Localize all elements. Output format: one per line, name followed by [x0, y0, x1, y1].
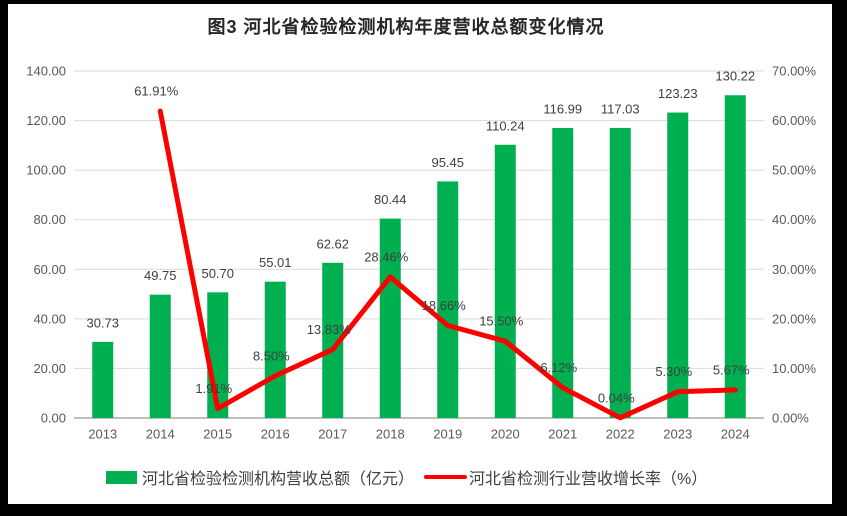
- line-data-label-2015: 1.91%: [195, 381, 232, 396]
- line-series-label: 河北省检测行业营收增长率（%）: [469, 471, 708, 488]
- left-axis-tick-label: 120.00: [26, 113, 66, 128]
- x-axis-label-2013: 2013: [88, 427, 117, 442]
- bar-data-label-2018: 80.44: [374, 192, 407, 207]
- right-axis-tick-label: 60.00%: [772, 113, 817, 128]
- bar-2018: [379, 218, 401, 418]
- line-data-label-2016: 8.50%: [253, 348, 290, 363]
- bar-data-label-2014: 49.75: [144, 268, 177, 283]
- x-axis-label-2018: 2018: [376, 427, 405, 442]
- left-axis-tick-label: 80.00: [33, 212, 66, 227]
- left-axis-tick-label: 140.00: [26, 64, 66, 79]
- bar-2017: [322, 262, 344, 418]
- left-axis-tick-label: 40.00: [33, 311, 66, 326]
- x-axis-label-2020: 2020: [491, 427, 520, 442]
- bar-2013: [92, 341, 114, 418]
- right-axis-tick-label: 40.00%: [772, 212, 817, 227]
- bar-2019: [437, 181, 459, 418]
- line-data-label-2014: 61.91%: [134, 84, 179, 99]
- x-axis-label-2016: 2016: [261, 427, 290, 442]
- legend-item-bar-series: 河北省检验检测机构营收总额（亿元）: [106, 465, 414, 489]
- line-data-label-2023: 5.30%: [655, 364, 692, 379]
- bar-series-label: 河北省检验检测机构营收总额（亿元）: [142, 471, 415, 488]
- x-axis-label-2014: 2014: [146, 427, 175, 442]
- right-axis-tick-label: 30.00%: [772, 262, 817, 277]
- x-axis-label-2017: 2017: [318, 427, 347, 442]
- right-axis-tick-label: 0.00%: [772, 411, 809, 426]
- right-axis-tick-label: 20.00%: [772, 311, 817, 326]
- chart-title: 图3 河北省检验检测机构年度营收总额变化情况: [207, 17, 605, 37]
- bar-2016: [264, 281, 286, 418]
- line-data-label-2017: 13.83%: [307, 322, 352, 337]
- x-axis-label-2024: 2024: [721, 427, 750, 442]
- line-series-swatch: [424, 475, 468, 479]
- x-axis-label-2023: 2023: [663, 427, 692, 442]
- bar-data-label-2020: 110.24: [486, 118, 525, 133]
- bar-2020: [494, 144, 516, 419]
- chart-legend: 河北省检验检测机构营收总额（亿元） 河北省检测行业营收增长率（%）: [106, 465, 707, 489]
- bar-2024: [724, 95, 746, 419]
- left-axis-tick-label: 100.00: [26, 163, 66, 178]
- left-axis-tick-label: 0.00: [41, 411, 66, 426]
- bar-data-label-2023: 123.23: [658, 86, 698, 101]
- right-axis-tick-label: 10.00%: [772, 361, 817, 376]
- bar-data-label-2017: 62.62: [316, 236, 349, 251]
- x-axis-label-2022: 2022: [606, 427, 635, 442]
- bar-data-label-2016: 55.01: [259, 255, 292, 270]
- bar-2014: [149, 294, 171, 418]
- line-data-label-2021: 6.12%: [540, 360, 577, 375]
- bar-data-label-2019: 95.45: [431, 155, 464, 170]
- growth-rate-line: [157, 108, 738, 421]
- bar-data-label-2015: 50.70: [201, 266, 234, 281]
- left-axis-tick-label: 60.00: [33, 262, 66, 277]
- chart-canvas: [8, 4, 832, 504]
- legend-item-line-series: 河北省检测行业营收增长率（%）: [414, 465, 707, 489]
- bar-2022: [609, 127, 631, 418]
- x-axis-label-2019: 2019: [433, 427, 462, 442]
- x-axis-label-2015: 2015: [203, 427, 232, 442]
- bar-2021: [552, 128, 574, 418]
- bar-data-label-2021: 116.99: [543, 102, 582, 117]
- bar-data-label-2022: 117.03: [601, 101, 640, 116]
- line-data-label-2020: 15.50%: [479, 314, 524, 329]
- bar-data-label-2013: 30.73: [86, 315, 119, 330]
- x-axis-label-2021: 2021: [548, 427, 577, 442]
- right-axis-tick-label: 70.00%: [772, 64, 817, 79]
- bar-series-swatch: [106, 470, 137, 484]
- line-data-label-2024: 5.67%: [713, 362, 750, 377]
- right-axis-tick-label: 50.00%: [772, 163, 817, 178]
- bar-2023: [667, 112, 689, 418]
- line-data-label-2022: 0.04%: [598, 390, 635, 405]
- line-data-label-2019: 18.66%: [422, 298, 467, 313]
- left-axis-tick-label: 20.00: [33, 361, 66, 376]
- bar-data-label-2024: 130.22: [715, 69, 755, 84]
- line-data-label-2018: 28.46%: [364, 249, 409, 264]
